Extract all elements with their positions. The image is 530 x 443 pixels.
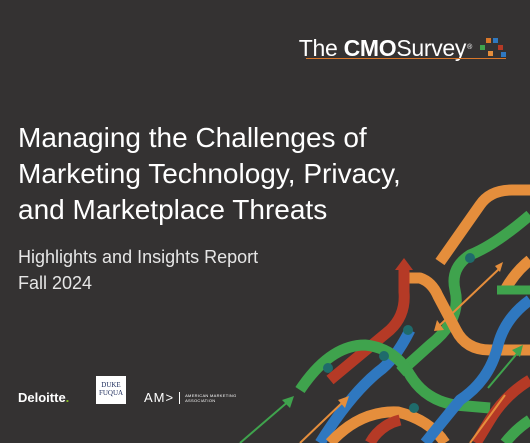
report-subtitle: Highlights and Insights Report Fall 2024: [18, 244, 258, 296]
ama-mark: AM>: [144, 390, 175, 405]
title-line-1: Managing the Challenges of: [18, 122, 367, 153]
logo-the: The: [298, 35, 338, 61]
ama-line-1: AMERICAN MARKETING: [185, 392, 237, 398]
duke-line-1: DUKE: [101, 381, 121, 389]
ama-name: AMERICAN MARKETING ASSOCIATION: [185, 393, 236, 403]
deloitte-logo: Deloitte.: [18, 390, 69, 405]
subtitle-line-2: Fall 2024: [18, 273, 93, 293]
cmo-survey-logo: The CMOSurvey®: [299, 34, 508, 62]
logo-wordmark: The CMOSurvey®: [298, 34, 473, 62]
logo-cmo: CMO: [343, 35, 397, 61]
ama-logo: AM> AMERICAN MARKETING ASSOCIATION: [144, 390, 237, 405]
ama-line-2: ASSOCIATION: [185, 397, 216, 403]
ama-divider: [179, 391, 181, 404]
subtitle-line-1: Highlights and Insights Report: [18, 247, 259, 267]
logo-survey: Survey: [396, 35, 467, 61]
title-line-2: Marketing Technology, Privacy,: [18, 158, 401, 189]
logo-squares-icon: [478, 34, 508, 60]
logo-underline: [306, 58, 506, 59]
report-title: Managing the Challenges of Marketing Tec…: [18, 120, 438, 228]
duke-line-2: FUQUA: [98, 389, 124, 397]
registered-mark: ®: [467, 44, 472, 51]
deloitte-wordmark: Deloitte: [18, 390, 66, 405]
deloitte-dot: .: [65, 390, 70, 405]
duke-fuqua-logo: DUKE FUQUA: [96, 376, 126, 404]
title-line-3: and Marketplace Threats: [18, 194, 328, 225]
